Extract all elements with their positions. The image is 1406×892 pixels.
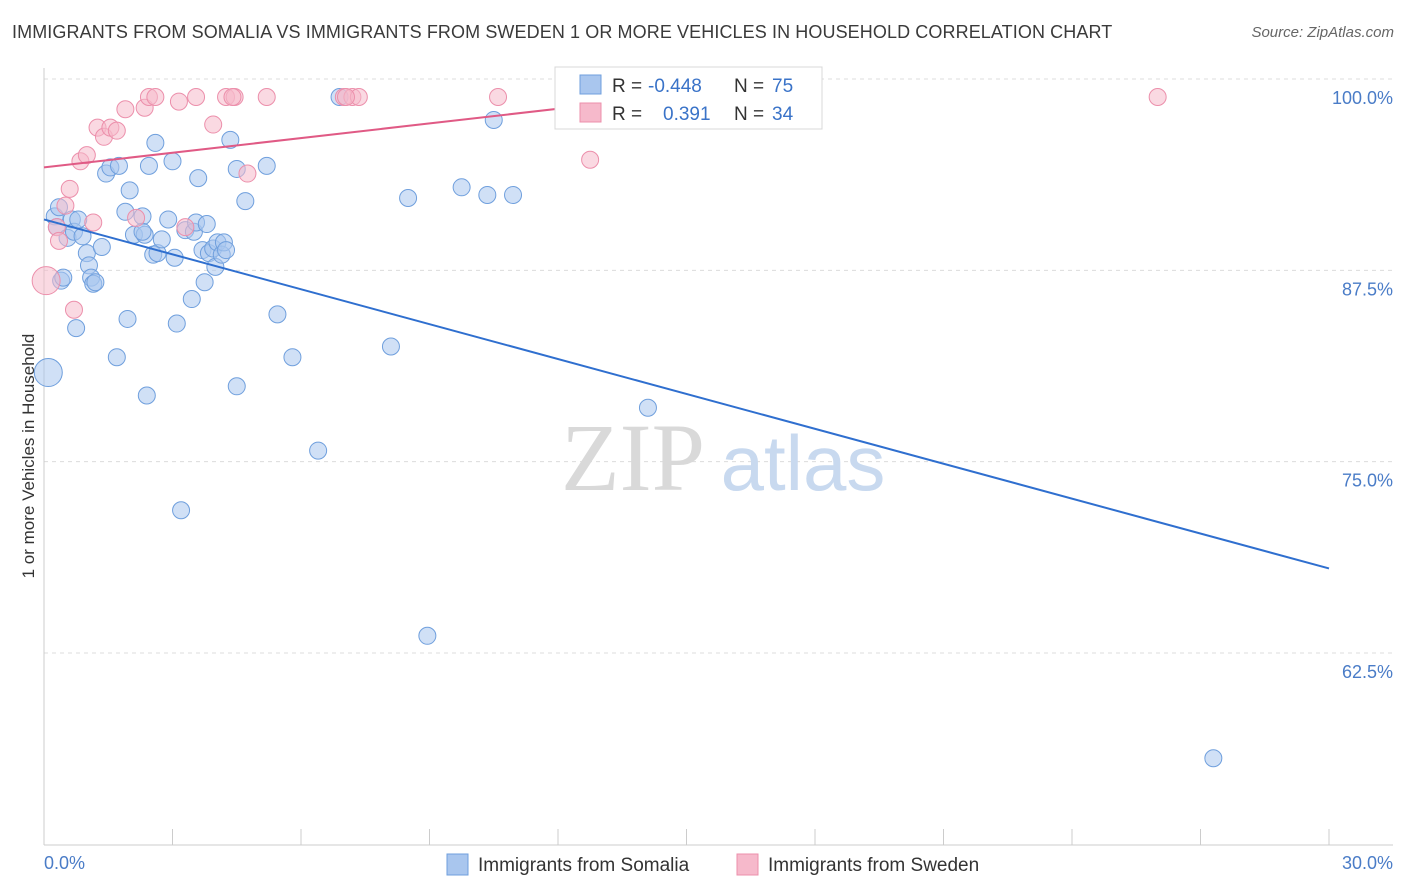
somalia-point [504,185,523,204]
y-tick-label: 62.5% [1342,662,1393,682]
somalia-point [172,501,191,520]
somalia-point [399,189,418,208]
sweden-point [489,88,508,106]
somalia-point [189,169,208,188]
series-legend: Immigrants from Somalia Immigrants from … [446,853,979,876]
somalia-point [33,358,63,388]
legend-swatch-sweden [579,102,602,123]
legend-r-value-somalia: -0.448 [648,76,702,97]
somalia-point [484,110,503,129]
somalia-point [152,230,171,249]
somalia-point [167,314,186,333]
sweden-points [31,88,1167,319]
legend-swatch-somalia [579,74,602,95]
watermark: ZIP atlas [561,404,885,511]
legend-n-value-somalia: 75 [772,76,793,97]
sweden-point [238,164,257,183]
axes [43,68,1393,846]
somalia-point [163,152,182,171]
somalia-point [120,181,139,200]
legend-n-value-sweden: 34 [772,104,794,125]
somalia-point [165,248,184,267]
sweden-point [176,218,195,237]
somalia-point [118,309,137,328]
bottom-legend-label-sweden[interactable]: Immigrants from Sweden [768,855,979,876]
legend-r-label-sweden: R = [612,104,642,125]
bottom-legend-swatch-sweden[interactable] [736,853,759,876]
sweden-point [204,115,223,134]
bottom-legend-label-somalia[interactable]: Immigrants from Somalia [478,855,690,876]
somalia-point [227,377,246,396]
watermark-atlas: atlas [721,419,886,507]
somalia-point [217,241,236,260]
sweden-point [107,121,126,140]
somalia-point [221,130,240,149]
legend-n-label-sweden: N = [734,104,764,125]
sweden-point [84,213,103,232]
sweden-point [146,88,165,106]
sweden-point [581,150,600,169]
sweden-point [127,208,146,227]
somalia-point [182,290,201,309]
somalia-point [107,348,126,367]
legend-n-label-somalia: N = [734,76,764,97]
somalia-point [283,348,302,367]
x-tick-label-min: 0.0% [44,853,85,873]
somalia-point [67,319,86,338]
somalia-point [452,178,471,197]
sweden-point [60,179,79,198]
legend-r-value-sweden: 0.391 [663,104,711,125]
somalia-point [137,386,156,405]
legend-r-label-somalia: R = [612,76,642,97]
chart-title: IMMIGRANTS FROM SOMALIA VS IMMIGRANTS FR… [12,22,1113,42]
somalia-point [92,238,111,257]
source-label: Source: ZipAtlas.com [1251,24,1394,41]
somalia-point [195,273,214,292]
somalia-trend-line [43,218,1330,570]
y-tick-label: 75.0% [1342,471,1393,491]
somalia-point [309,441,328,460]
sweden-point [257,88,276,106]
somalia-point [146,133,165,152]
sweden-point [187,88,206,106]
somalia-point [86,273,105,292]
sweden-point [64,300,83,319]
somalia-point [139,156,158,175]
somalia-point [638,398,657,417]
somalia-point [268,305,287,324]
somalia-point [109,156,128,175]
stats-legend: R = -0.448 N = 75 R = 0.391 N = 34 [554,66,823,130]
somalia-point [418,626,437,645]
somalia-point [381,337,400,356]
y-tick-label: 100.0% [1332,88,1393,108]
watermark-zip: ZIP [561,404,705,511]
y-tick-label: 87.5% [1342,279,1393,299]
sweden-point [169,92,188,111]
somalia-point [478,185,497,204]
somalia-point [159,210,178,229]
sweden-point [77,146,96,165]
y-tick-labels: 100.0% 87.5% 75.0% 62.5% [1332,88,1393,682]
sweden-point [49,231,68,250]
somalia-points [33,88,1223,768]
sweden-point [31,266,61,296]
sweden-point [116,100,135,119]
sweden-point [1148,88,1167,106]
sweden-point [56,196,75,215]
somalia-point [236,192,255,211]
sweden-point [336,88,355,106]
somalia-point [257,156,276,175]
somalia-point [69,210,88,229]
y-axis-label: 1 or more Vehicles in Household [19,334,38,579]
x-ticks [43,829,1330,845]
x-tick-label-max: 30.0% [1342,853,1393,873]
somalia-point [197,215,216,234]
sweden-point [223,88,242,106]
bottom-legend-swatch-somalia[interactable] [446,853,469,876]
somalia-point [1204,749,1223,768]
